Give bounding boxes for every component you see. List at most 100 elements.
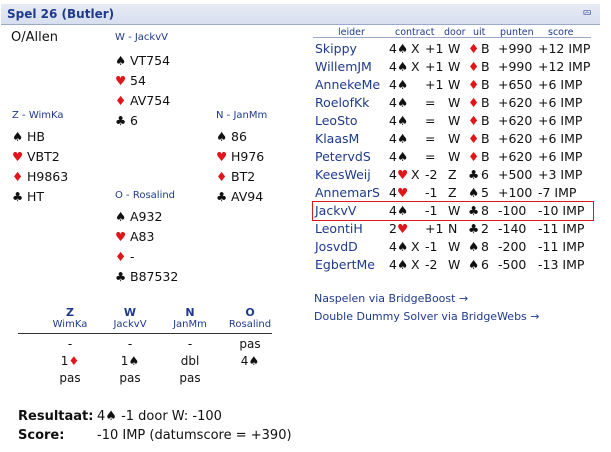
- diamond-icon: ♦: [468, 59, 480, 74]
- results-table: leider contract door uit punten score Sk…: [312, 27, 595, 279]
- points: +620: [498, 149, 533, 164]
- contract-result: -2: [425, 167, 438, 182]
- player-name-link[interactable]: PetervdS: [315, 149, 371, 164]
- lead-card: B: [481, 131, 490, 146]
- hand-north: N - JanMm ♠ 86 ♥ H976 ♦ BT2 ♣ AV94: [216, 110, 267, 207]
- result-row[interactable]: AnnemarS 4 ♥ -1 Z ♠ 5 +100 -7 IMP: [313, 184, 593, 202]
- contract-level: 4: [389, 257, 397, 272]
- north-hearts: H976: [231, 149, 265, 164]
- spade-icon: ♠: [128, 354, 140, 368]
- contract-level: 4: [389, 239, 397, 254]
- heart-icon: ♥: [216, 149, 228, 164]
- spade-icon: ♠: [397, 149, 409, 164]
- bidding-player-name: JanMm: [173, 319, 207, 330]
- player-name-link[interactable]: AnnekeMe: [315, 77, 381, 92]
- heart-icon: ♥: [397, 167, 409, 182]
- contract-result: =: [425, 149, 436, 164]
- bridgeboost-link[interactable]: Naspelen via BridgeBoost →: [314, 292, 469, 305]
- player-name-link[interactable]: WillemJM: [315, 59, 372, 74]
- south-diamonds: H9863: [27, 169, 69, 184]
- lead-card: B: [481, 149, 490, 164]
- player-name-link[interactable]: KlaasM: [315, 131, 360, 146]
- imp-score: +6 IMP: [538, 77, 583, 92]
- player-name-link[interactable]: KeesWeij: [315, 167, 371, 182]
- bidding-column: N JanMm - dbl pas: [160, 306, 220, 387]
- imp-score: -13 IMP: [538, 257, 585, 272]
- result-level: 4: [97, 409, 106, 424]
- spade-icon: ♠: [397, 131, 409, 146]
- bidding-column: O Rosalind pas 4♠: [220, 306, 280, 387]
- result-row[interactable]: PetervdS 4 ♠ = W ♦ B +620 +6 IMP: [313, 148, 593, 166]
- points: +620: [498, 131, 533, 146]
- result-row[interactable]: KeesWeij 4 ♥ X -2 Z ♣ 6 +500 +3 IMP: [313, 166, 593, 184]
- player-name-link[interactable]: AnnemarS: [315, 185, 380, 200]
- bid-text: pas: [239, 337, 261, 351]
- imp-score: +12 IMP: [538, 41, 591, 56]
- player-name-link[interactable]: JackvV: [315, 203, 357, 218]
- lead-card: B: [481, 113, 490, 128]
- bid-cell: pas: [160, 370, 220, 387]
- player-name-link[interactable]: JosvdD: [315, 239, 358, 254]
- contract-result: +1: [425, 221, 444, 236]
- result-row[interactable]: WillemJM 4 ♠ X +1 W ♦ B +990 +12 IMP: [313, 58, 593, 76]
- imp-score: -11 IMP: [538, 221, 585, 236]
- lead-card: 6: [481, 167, 489, 182]
- bid-cell: 1♠: [100, 353, 160, 370]
- hand-south: Z - WimKa ♠ HB ♥ VBT2 ♦ H9863 ♣ HT: [12, 110, 68, 207]
- spade-icon: ♠: [397, 41, 409, 56]
- player-name-link[interactable]: RoelofKk: [315, 95, 370, 110]
- hand-south-label: Z - WimKa: [12, 110, 64, 121]
- heart-icon: ♥: [397, 185, 409, 200]
- imp-score: +6 IMP: [538, 131, 583, 146]
- imp-score: -11 IMP: [538, 239, 585, 254]
- imp-score: +3 IMP: [538, 167, 583, 182]
- player-name-link[interactable]: Skippy: [315, 41, 357, 56]
- result-row[interactable]: LeoSto 4 ♠ = W ♦ B +620 +6 IMP: [313, 112, 593, 130]
- north-spades: 86: [231, 129, 247, 144]
- result-row[interactable]: AnnekeMe 4 ♠ +1 W ♦ B +650 +6 IMP: [313, 76, 593, 94]
- lead-card: 8: [481, 203, 489, 218]
- declarer: W: [448, 131, 461, 146]
- bid-cell: dbl: [160, 353, 220, 370]
- player-name-link[interactable]: LeontiH: [315, 221, 363, 236]
- heart-icon: ♥: [115, 229, 127, 244]
- result-row[interactable]: KlaasM 4 ♠ = W ♦ B +620 +6 IMP: [313, 130, 593, 148]
- points: +990: [498, 59, 533, 74]
- contract-level: 4: [389, 185, 397, 200]
- result-row[interactable]: LeontiH 2 ♥ +1 N ♣ 2 -140 -11 IMP: [313, 220, 593, 238]
- points: +500: [498, 167, 533, 182]
- bidding-direction: N: [185, 306, 195, 319]
- lead-card: B: [481, 95, 490, 110]
- double-dummy-solver-link[interactable]: Double Dummy Solver via BridgeWebs →: [314, 310, 540, 323]
- result-row[interactable]: EgbertMe 4 ♠ X -2 W ♠ 6 -500 -13 IMP: [313, 256, 593, 274]
- player-name-link[interactable]: LeoSto: [315, 113, 358, 128]
- result-row[interactable]: JosvdD 4 ♠ X -1 W ♠ 8 -200 -11 IMP: [313, 238, 593, 256]
- bid-cell: pas: [40, 370, 100, 387]
- spade-icon: ♠: [468, 257, 480, 272]
- bid-text: -: [67, 337, 73, 351]
- bidding-player-name: JackvV: [113, 319, 147, 330]
- points: +990: [498, 41, 533, 56]
- player-name-link[interactable]: EgbertMe: [315, 257, 375, 272]
- double-marker: X: [411, 239, 420, 254]
- points: -500: [498, 257, 527, 272]
- result-row[interactable]: Skippy 4 ♠ X +1 W ♦ B +990 +12 IMP: [313, 40, 593, 58]
- bid-cell: -: [160, 336, 220, 353]
- result-row[interactable]: JackvV 4 ♠ -1 W ♣ 8 -100 -10 IMP: [312, 201, 594, 221]
- club-icon: ♣: [468, 221, 480, 236]
- contract-level: 4: [389, 203, 397, 218]
- lead-card: 2: [481, 221, 489, 236]
- spade-icon: ♠: [115, 209, 127, 224]
- result-label: Resultaat:: [18, 409, 94, 424]
- bid-text: dbl: [180, 354, 200, 368]
- declarer: W: [448, 41, 461, 56]
- bid-cell: 4♠: [220, 353, 280, 370]
- club-icon: ♣: [468, 167, 480, 182]
- double-marker: X: [411, 257, 420, 272]
- diamond-icon: ♦: [468, 113, 480, 128]
- double-chevron-up-icon[interactable]: ⮹: [582, 6, 592, 20]
- points: -100: [498, 203, 527, 218]
- result-row[interactable]: RoelofKk 4 ♠ = W ♦ B +620 +6 IMP: [313, 94, 593, 112]
- bid-text: 1: [60, 354, 69, 368]
- imp-score: +6 IMP: [538, 149, 583, 164]
